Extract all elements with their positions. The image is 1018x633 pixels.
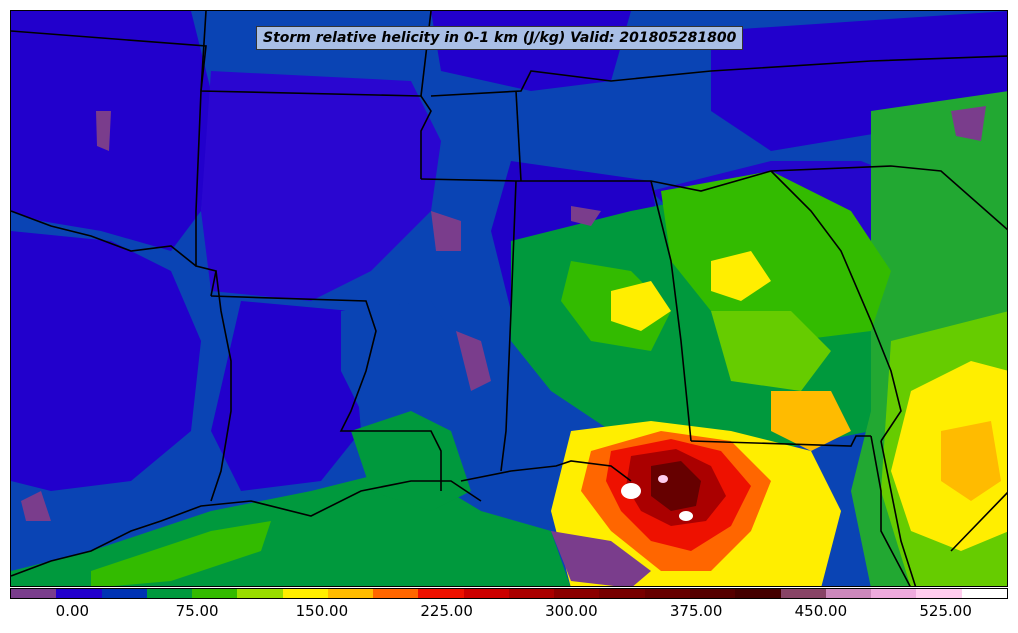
- colorbar-tick-label: 225.00: [420, 602, 473, 620]
- colorbar-segment: [961, 589, 1007, 598]
- colorbar-tick-label: 0.00: [55, 602, 90, 620]
- field-purple-patches: [21, 106, 986, 586]
- helicity-field-map: [11, 11, 1007, 586]
- colorbar-segment: [237, 589, 283, 598]
- colorbar-tick-label: 75.00: [175, 602, 219, 620]
- map-title: Storm relative helicity in 0-1 km (J/kg)…: [256, 26, 744, 50]
- colorbar-ticks: 0.00 75.00 150.00 225.00 300.00 375.00 450.00 5…: [10, 600, 1008, 630]
- colorbar-segment: [554, 589, 600, 598]
- colorbar-segment: [418, 589, 464, 598]
- colorbar-segment: [11, 589, 57, 598]
- map-panel: Storm relative helicity in 0-1 km (J/kg)…: [10, 10, 1008, 587]
- colorbar-segment: [192, 589, 238, 598]
- colorbar-tick-label: 525.00: [919, 602, 972, 620]
- colorbar-segment: [735, 589, 781, 598]
- colorbar-tick-label: 375.00: [669, 602, 723, 620]
- colorbar-segment: [916, 589, 962, 598]
- colorbar-tick-label: 450.00: [794, 602, 848, 620]
- colorbar-segment: [780, 589, 826, 598]
- colorbar-segment: [463, 589, 509, 598]
- colorbar-segment: [689, 589, 736, 598]
- colorbar-tick-label: 300.00: [545, 602, 598, 620]
- colorbar: [10, 588, 1008, 599]
- colorbar-segment: [56, 589, 102, 598]
- state-borders: [11, 11, 1007, 586]
- colorbar-segment: [146, 589, 193, 598]
- colorbar-segment: [282, 589, 328, 598]
- colorbar-segment: [644, 589, 690, 598]
- colorbar-segment: [825, 589, 872, 598]
- field-red-core: [581, 431, 771, 571]
- colorbar-segment: [508, 589, 555, 598]
- colorbar-segment: [327, 589, 374, 598]
- colorbar-segment: [871, 589, 917, 598]
- colorbar-segment: [599, 589, 645, 598]
- colorbar-segment: [101, 589, 147, 598]
- colorbar-tick-label: 150.00: [295, 602, 349, 620]
- colorbar-segment: [373, 589, 419, 598]
